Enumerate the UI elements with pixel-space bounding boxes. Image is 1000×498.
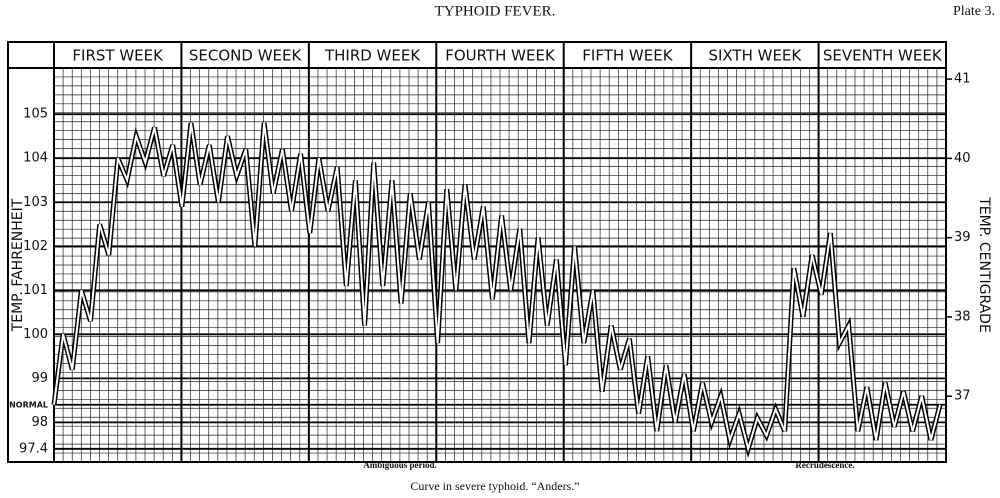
y2-axis-label: TEMP. CENTIGRADE xyxy=(976,196,992,333)
y-tick-label: 98 xyxy=(31,415,48,430)
y-tick-label: 103 xyxy=(23,195,48,210)
caption: Curve in severe typhoid. “Anders.” xyxy=(410,479,579,493)
y2-tick-label: 37 xyxy=(954,389,971,404)
plate-label: Plate 3. xyxy=(953,4,995,19)
y-tick-label: 97.4 xyxy=(19,441,48,456)
week-label: SECOND WEEK xyxy=(189,47,303,65)
week-label: SEVENTH WEEK xyxy=(823,47,943,65)
y2-tick-label: 40 xyxy=(954,151,971,166)
y2-tick-label: 38 xyxy=(954,309,971,324)
annotation: Recrudescence. xyxy=(795,460,854,470)
annotation: Ambiguous period. xyxy=(363,460,437,470)
week-label: FOURTH WEEK xyxy=(445,47,556,65)
week-label: SIXTH WEEK xyxy=(708,47,802,65)
temperature-curve xyxy=(53,122,941,453)
y-tick-label: 101 xyxy=(23,283,48,298)
y-tick-label: 105 xyxy=(23,107,48,122)
y2-tick-label: 41 xyxy=(954,72,971,87)
y-tick-label: 100 xyxy=(23,327,48,342)
chart-title: TYPHOID FEVER. xyxy=(435,3,556,19)
y-tick-label: 99 xyxy=(31,371,48,386)
y-tick-label: NORMAL xyxy=(9,400,48,409)
y-axis-label: TEMP. FAHRENHEIT xyxy=(10,198,26,332)
chart-frame xyxy=(7,41,947,463)
y-tick-label: 104 xyxy=(23,151,48,166)
week-label: FIRST WEEK xyxy=(72,47,164,65)
week-label: THIRD WEEK xyxy=(324,47,421,65)
y-tick-label: 102 xyxy=(23,239,48,254)
y2-tick-label: 39 xyxy=(954,230,971,245)
week-label: FIFTH WEEK xyxy=(582,47,673,65)
